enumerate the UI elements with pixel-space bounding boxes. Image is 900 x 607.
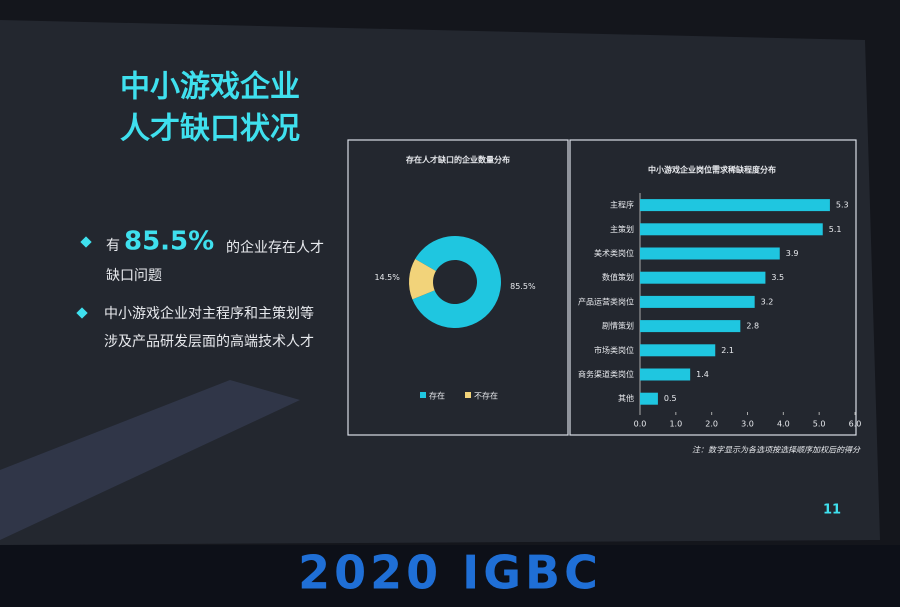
- bullet-highlight: 85.5%: [124, 227, 214, 257]
- legend-swatch: [420, 392, 426, 398]
- pie-slice: [412, 235, 501, 328]
- chart-title: 存在人才缺口的企业数量分布: [405, 155, 510, 165]
- y-tick-label: 主策划: [610, 224, 634, 234]
- bar: [640, 368, 691, 381]
- bar: [640, 295, 755, 308]
- data-label: 14.5%: [374, 273, 400, 282]
- x-tick-label: 5.0: [813, 420, 826, 429]
- page-number: 11: [823, 503, 841, 518]
- y-tick-label: 商务渠道类岗位: [578, 369, 634, 379]
- decor: [0, 380, 300, 540]
- y-tick-label: 剧情策划: [602, 321, 634, 331]
- y-tick-label: 主程序: [610, 200, 634, 210]
- y-tick-label: 产品运营类岗位: [578, 296, 634, 306]
- y-tick-label: 市场类岗位: [594, 345, 634, 355]
- y-tick-label: 其他: [618, 393, 634, 403]
- banner: 2020 IGBC: [298, 546, 602, 600]
- slide-title: 人才缺口状况: [120, 112, 300, 147]
- bar: [640, 199, 830, 212]
- data-label: 0.5: [664, 394, 677, 403]
- bullet-text: 有: [106, 238, 120, 254]
- data-label: 3.5: [771, 273, 784, 282]
- legend-label: 存在: [429, 391, 445, 401]
- x-tick-label: 3.0: [741, 420, 754, 429]
- bullet-text: 中小游戏企业对主程序和主策划等: [104, 305, 314, 322]
- bar: [640, 320, 741, 333]
- chart-frame: [347, 139, 569, 436]
- data-label: 5.1: [829, 225, 842, 234]
- data-label: 3.9: [786, 249, 799, 258]
- legend-swatch: [465, 392, 471, 398]
- x-tick-label: 4.0: [777, 420, 790, 429]
- data-label: 1.4: [696, 370, 709, 379]
- x-tick-label: 6.0: [849, 420, 862, 429]
- bar: [640, 271, 766, 284]
- legend-label: 不存在: [474, 391, 498, 401]
- bullet-text: 的企业存在人才: [226, 239, 324, 256]
- bullet-text: 缺口问题: [106, 268, 162, 284]
- data-label: 5.3: [836, 201, 849, 210]
- x-tick-label: 0.0: [634, 420, 647, 429]
- bar: [640, 223, 823, 236]
- slide-title: 中小游戏企业: [120, 70, 300, 105]
- chart-note: 注：数字显示为各选项按选择顺序加权后的得分: [692, 446, 861, 455]
- chart-title: 中小游戏企业岗位需求稀缺程度分布: [648, 165, 776, 175]
- bar: [640, 392, 658, 405]
- data-label: 85.5%: [510, 282, 536, 291]
- y-tick-label: 美术类岗位: [594, 248, 634, 258]
- chart-frame: [569, 139, 857, 436]
- x-tick-label: 2.0: [705, 420, 718, 429]
- data-label: 3.2: [761, 297, 774, 306]
- data-label: 2.8: [746, 322, 759, 331]
- bullet-text: 涉及产品研发层面的高端技术人才: [104, 333, 314, 350]
- pie-slice: [409, 259, 436, 300]
- bar: [640, 247, 780, 260]
- banner-bg: [0, 545, 900, 607]
- data-label: 2.1: [721, 346, 734, 355]
- bar: [640, 344, 716, 357]
- x-tick-label: 1.0: [669, 420, 682, 429]
- y-tick-label: 数值策划: [602, 272, 634, 282]
